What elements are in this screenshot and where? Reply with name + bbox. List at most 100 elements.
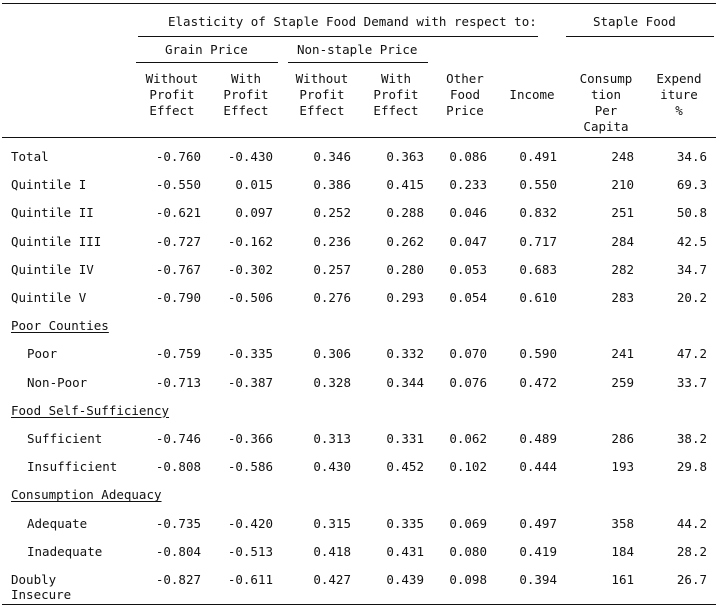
row-label: Quintile II <box>11 205 94 221</box>
row-value: 284 <box>611 233 634 249</box>
table-row: Adequate -0.735 -0.420 0.315 0.335 0.069 0.497… <box>0 513 718 535</box>
row-value: 0.097 <box>235 205 273 221</box>
section-heading: Consumption Adequacy <box>11 487 162 503</box>
row-label-continued: Insecure <box>11 587 72 602</box>
row-value: 0.062 <box>449 431 487 446</box>
row-value: 0.497 <box>519 515 557 531</box>
row-value: -0.586 <box>227 459 273 475</box>
row-value: 0.306 <box>313 346 351 362</box>
row-label: Total <box>11 149 49 164</box>
col-header-expenditure: Expend iture % <box>656 71 702 118</box>
section-heading-row: Consumption Adequacy <box>0 484 718 506</box>
row-value: 0.717 <box>519 233 557 249</box>
row-value: 34.6 <box>676 149 707 164</box>
row-value: -0.550 <box>155 177 201 193</box>
row-value: 251 <box>611 205 634 221</box>
row-label: Quintile III <box>11 233 102 249</box>
row-value: 20.2 <box>676 290 707 305</box>
header-rule <box>2 137 716 138</box>
table-row: Quintile II -0.621 0.097 0.252 0.288 0.046 0.8… <box>0 202 718 224</box>
row-value: -0.162 <box>227 233 273 249</box>
row-value: -0.302 <box>227 261 273 277</box>
row-label: Poor <box>27 346 58 362</box>
row-value: 0.328 <box>313 374 351 390</box>
row-value: -0.335 <box>227 346 273 362</box>
row-label: Non-Poor <box>27 374 88 390</box>
table-row: Quintile V -0.790 -0.506 0.276 0.293 0.054 0.6… <box>0 287 718 309</box>
table-row: Inadequate -0.804 -0.513 0.418 0.431 0.080 0.4… <box>0 541 718 563</box>
grain-price-rule <box>136 62 278 63</box>
row-value: 0.102 <box>449 459 487 475</box>
row-value: 0.015 <box>235 177 273 193</box>
row-value: -0.430 <box>227 149 273 164</box>
row-value: 42.5 <box>676 233 707 249</box>
row-label: Sufficient <box>27 431 103 446</box>
section-heading: Poor Counties <box>11 318 109 334</box>
row-value: 0.491 <box>519 149 557 164</box>
row-value: 248 <box>611 149 634 164</box>
col-header-grain-without: Without Profit Effect <box>145 71 199 118</box>
row-value: 47.2 <box>676 346 707 362</box>
row-value: 0.053 <box>449 261 487 277</box>
row-value: 0.054 <box>449 290 487 305</box>
row-value: -0.760 <box>155 149 201 164</box>
row-value: 0.550 <box>519 177 557 193</box>
table-row: Quintile I -0.550 0.015 0.386 0.415 0.233 0.55… <box>0 174 718 196</box>
row-value: 286 <box>611 431 634 446</box>
row-value: 29.8 <box>676 459 707 475</box>
bottom-rule <box>2 604 716 605</box>
row-value: -0.746 <box>155 431 201 446</box>
row-value: -0.767 <box>155 261 201 277</box>
row-value: 0.280 <box>386 261 424 277</box>
row-value: 0.332 <box>386 346 424 362</box>
row-value: -0.366 <box>227 431 273 446</box>
row-value: 0.315 <box>313 515 351 531</box>
row-value: 0.257 <box>313 261 351 277</box>
table-row: Sufficient -0.746 -0.366 0.313 0.331 0.062 0.4… <box>0 428 718 450</box>
row-value: 0.293 <box>386 290 424 305</box>
row-value: -0.621 <box>155 205 201 221</box>
row-label: Quintile I <box>11 177 87 193</box>
grain-price-title: Grain Price <box>165 42 248 57</box>
row-value: 193 <box>611 459 634 475</box>
row-value: -0.808 <box>155 459 201 475</box>
row-value: 0.832 <box>519 205 557 221</box>
row-value: 0.344 <box>386 374 424 390</box>
table-row: Insufficient -0.808 -0.586 0.430 0.452 0.102 0… <box>0 456 718 478</box>
row-value: 0.427 <box>313 572 351 587</box>
col-header-nonstaple-with: With Profit Effect <box>373 71 419 118</box>
row-value: -0.804 <box>155 543 201 559</box>
row-value: 0.076 <box>449 374 487 390</box>
row-value: 210 <box>611 177 634 193</box>
staple-food-rule <box>566 36 714 37</box>
row-value: -0.506 <box>227 290 273 305</box>
row-label: Inadequate <box>27 543 103 559</box>
row-value: -0.513 <box>227 543 273 559</box>
row-value: 28.2 <box>676 543 707 559</box>
row-value: -0.759 <box>155 346 201 362</box>
row-value: 0.386 <box>313 177 351 193</box>
row-value: 0.489 <box>519 431 557 446</box>
row-value: 0.098 <box>449 572 487 587</box>
row-value: 0.069 <box>449 515 487 531</box>
row-value: -0.387 <box>227 374 273 390</box>
row-value: 0.331 <box>386 431 424 446</box>
table-row: Non-Poor -0.713 -0.387 0.328 0.344 0.076 0.472… <box>0 372 718 394</box>
row-value: 282 <box>611 261 634 277</box>
row-value: 0.086 <box>449 149 487 164</box>
row-value: 38.2 <box>676 431 707 446</box>
row-value: 0.236 <box>313 233 351 249</box>
row-label: Insufficient <box>27 459 118 475</box>
row-value: 0.047 <box>449 233 487 249</box>
row-value: 0.335 <box>386 515 424 531</box>
col-header-nonstaple-without: Without Profit Effect <box>295 71 349 118</box>
row-value: 241 <box>611 346 634 362</box>
row-value: -0.713 <box>155 374 201 390</box>
row-value: 0.419 <box>519 543 557 559</box>
table-row: Poor -0.759 -0.335 0.306 0.332 0.070 0.590 241 4… <box>0 343 718 365</box>
row-value: 0.363 <box>386 149 424 164</box>
row-value: 184 <box>611 543 634 559</box>
row-value: 0.415 <box>386 177 424 193</box>
elasticity-rule <box>138 36 538 37</box>
